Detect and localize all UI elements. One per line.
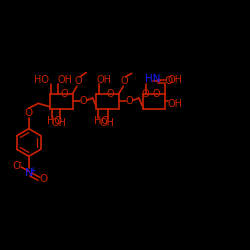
Text: HO: HO [48,116,62,126]
Text: O: O [106,89,114,99]
Text: +: + [30,166,36,175]
Text: HO: HO [34,75,49,85]
Text: O: O [142,89,149,99]
Text: O: O [164,76,173,86]
Text: OH: OH [168,99,182,109]
Text: OH: OH [97,75,112,85]
Text: -: - [19,158,22,167]
Text: HN: HN [144,74,160,84]
Text: O: O [153,89,160,99]
Text: O: O [126,96,134,106]
Text: HO: HO [94,116,109,126]
Text: O: O [24,108,33,118]
Text: OH: OH [52,118,66,128]
Text: O: O [39,174,48,184]
Text: O: O [75,76,82,86]
Text: O: O [80,96,87,106]
Text: OH: OH [58,75,73,85]
Text: OH: OH [100,118,114,128]
Text: O: O [120,76,128,86]
Text: N: N [24,168,33,178]
Text: O: O [60,89,68,99]
Text: OH: OH [168,75,182,85]
Text: O: O [12,161,21,171]
